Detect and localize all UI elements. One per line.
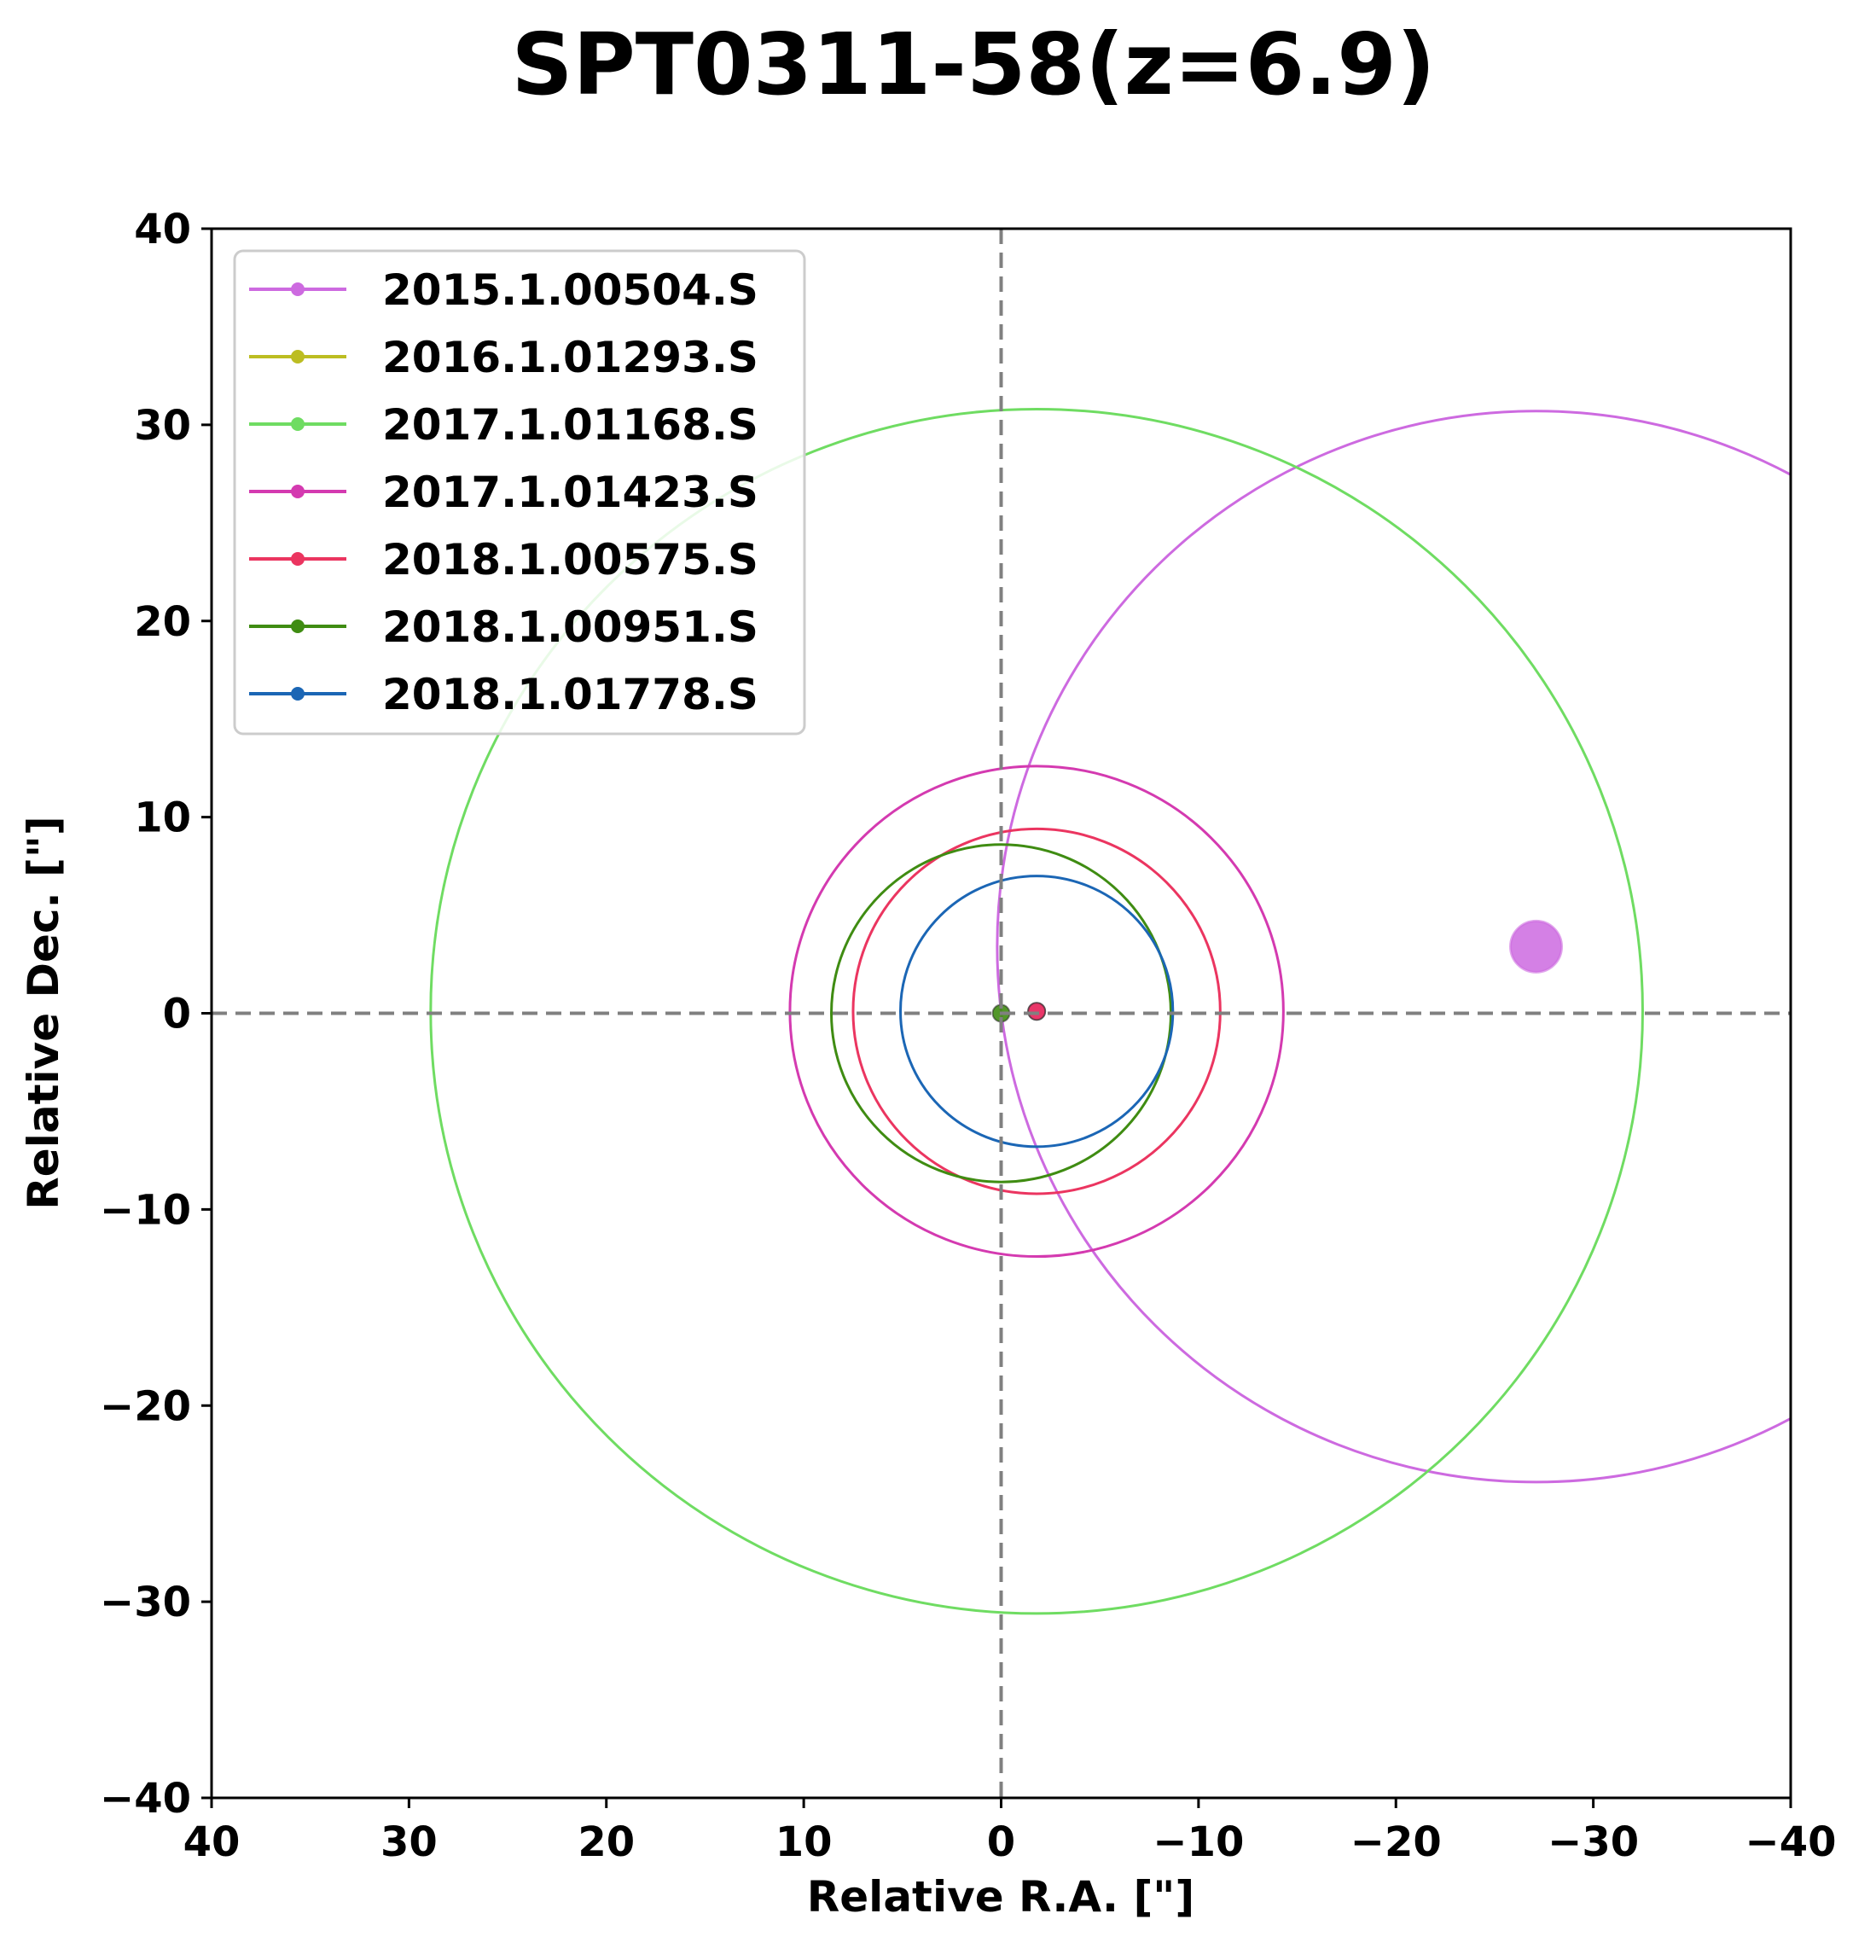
legend-marker	[291, 552, 305, 566]
y-tick-label: 20	[134, 598, 191, 646]
x-tick-label: −30	[1548, 1818, 1639, 1866]
x-tick-label: −40	[1745, 1818, 1836, 1866]
marker-2018.1.00575.S	[1027, 1002, 1047, 1021]
legend-label: 2017.1.01168.S	[382, 400, 758, 450]
legend-marker	[291, 417, 305, 431]
x-tick-label: −20	[1350, 1818, 1442, 1866]
y-tick-label: 0	[163, 991, 191, 1038]
x-tick-label: 40	[183, 1818, 241, 1866]
circle-2017.1.01168.S	[429, 407, 1644, 1615]
legend-box	[233, 249, 806, 736]
legend-marker	[291, 485, 305, 498]
y-tick-label: −20	[100, 1382, 191, 1430]
circle-2015.1.00504.S	[996, 410, 1791, 1484]
y-tick-label: 40	[134, 206, 191, 253]
legend-marker	[291, 350, 305, 364]
x-axis: 40 30 20 10 0 −10 −20 −30 −40	[183, 1798, 1837, 1866]
x-tick-label: −10	[1153, 1818, 1244, 1866]
legend-marker	[291, 687, 305, 701]
legend-label: 2018.1.00575.S	[382, 535, 758, 585]
y-axis-label: Relative Dec. ["]	[19, 816, 68, 1209]
legend-label: 2018.1.00951.S	[382, 602, 758, 652]
legend-label: 2017.1.01423.S	[382, 468, 758, 517]
legend: 2015.1.00504.S 2016.1.01293.S 2017.1.01168…	[233, 249, 806, 736]
marker-2015.1.00504.S	[1509, 919, 1564, 974]
y-tick-label: −30	[100, 1579, 191, 1626]
reference-lines	[212, 229, 1791, 1798]
circle-2018.1.01778.S	[898, 875, 1175, 1149]
y-tick-label: −40	[100, 1775, 191, 1823]
chart-title: SPT0311-58(z=6.9)	[511, 15, 1435, 114]
y-axis: 40 30 20 10 0 −10 −20 −30 −40	[100, 206, 212, 1823]
x-axis-label: Relative R.A. ["]	[807, 1872, 1194, 1922]
legend-label: 2018.1.01778.S	[382, 670, 758, 719]
legend-marker	[291, 619, 305, 633]
x-tick-label: 20	[578, 1818, 635, 1866]
y-tick-label: 30	[134, 402, 191, 450]
circle-2018.1.00575.S	[851, 827, 1222, 1195]
legend-label: 2016.1.01293.S	[382, 333, 758, 382]
x-tick-label: 30	[380, 1818, 438, 1866]
y-tick-label: 10	[134, 794, 191, 842]
x-tick-label: 10	[775, 1818, 833, 1866]
legend-marker	[291, 282, 305, 296]
x-tick-label: 0	[987, 1818, 1015, 1866]
y-tick-label: −10	[100, 1186, 191, 1234]
legend-label: 2015.1.00504.S	[382, 265, 758, 315]
circle-2017.1.01423.S	[788, 765, 1285, 1259]
